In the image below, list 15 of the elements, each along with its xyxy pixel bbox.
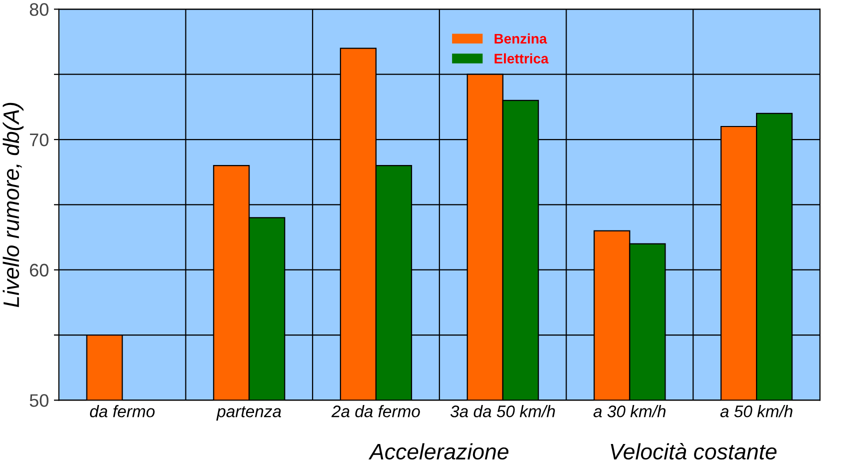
x-tick-label: 2a da fermo [331, 405, 420, 418]
y-tick-label: 70 [30, 133, 48, 146]
y-tick-label: 80 [30, 3, 48, 16]
y-tick-label: 60 [30, 264, 48, 277]
legend-label: Elettrica [494, 53, 549, 64]
x-tick-label: a 30 km/h [593, 405, 666, 418]
y-axis-title: Livello rumore, db(A) [2, 102, 24, 308]
text: Accelerazione [368, 443, 508, 460]
text: Velocità costante [610, 442, 777, 460]
x-tick-label: a 50 km/h [720, 405, 792, 418]
y-tick-label: 50 [30, 394, 48, 407]
legend-label: Benzina [494, 33, 548, 44]
x-tick-label: da fermo [90, 405, 155, 418]
x-tick-label: partenza [216, 406, 282, 421]
x-tick-label: 3a da 50 km/h [450, 405, 555, 418]
